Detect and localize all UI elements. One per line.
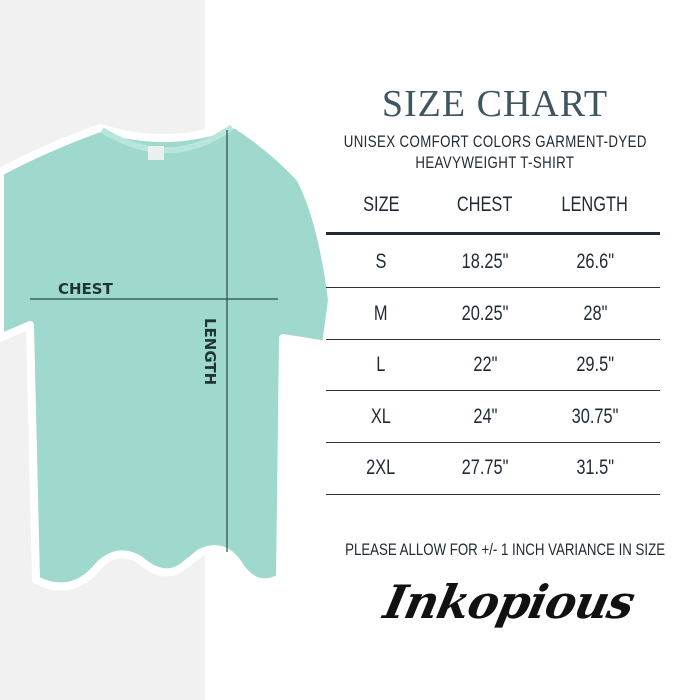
subtitle-text: HEAVYWEIGHT T-SHIRT [415, 153, 575, 172]
cell-text: S [375, 250, 387, 273]
header-chest: CHEST [425, 193, 545, 217]
cell-text: 18.25" [461, 250, 509, 273]
neck-label [148, 146, 164, 160]
table-cell: 26.6" [535, 250, 655, 274]
header-size: SIZE [321, 193, 441, 217]
table-cell: 28" [535, 302, 655, 326]
table-cell: 22" [425, 353, 545, 377]
table-cell: 2XL [321, 456, 441, 480]
cell-text: M [374, 301, 388, 325]
cell-text: 27.75" [461, 456, 509, 479]
variance-note: PLEASE ALLOW FOR +/- 1 INCH VARIANCE IN … [300, 540, 690, 560]
cell-text: 28" [582, 301, 608, 325]
header-text: SIZE [362, 193, 400, 216]
cell-text: 2XL [366, 456, 396, 479]
length-label: LENGTH [201, 318, 219, 385]
table-cell: XL [321, 405, 441, 429]
row-divider [326, 442, 660, 444]
table-cell: M [321, 302, 441, 326]
cell-text: 24" [472, 404, 498, 428]
row-divider [326, 493, 660, 495]
header-text: CHEST [457, 193, 513, 216]
brand-logo: Inkopious [379, 575, 639, 629]
header-text: LENGTH [561, 193, 629, 216]
cell-text: 29.5" [576, 353, 614, 376]
table-cell: 31.5" [535, 456, 655, 480]
chest-label: CHEST [58, 280, 114, 298]
cell-text: L [376, 353, 386, 376]
note-text: PLEASE ALLOW FOR +/- 1 INCH VARIANCE IN … [345, 540, 666, 559]
header-divider [326, 232, 660, 235]
table-cell: L [321, 353, 441, 377]
cell-text: 20.25" [461, 301, 509, 325]
t-shirt [0, 120, 336, 591]
cell-text: 30.75" [571, 404, 619, 428]
subtitle-line-1: UNISEX COMFORT COLORS GARMENT-DYED [300, 132, 690, 152]
table-cell: 30.75" [535, 405, 655, 429]
cell-text: 22" [472, 353, 498, 376]
subtitle-text: UNISEX COMFORT COLORS GARMENT-DYED [343, 132, 647, 151]
cell-text: 31.5" [576, 456, 614, 479]
subtitle-line-2: HEAVYWEIGHT T-SHIRT [300, 153, 690, 173]
table-cell: 18.25" [425, 250, 545, 274]
header-length: LENGTH [535, 193, 655, 217]
table-cell: 29.5" [535, 353, 655, 377]
table-cell: S [321, 250, 441, 274]
cell-text: 26.6" [576, 250, 614, 273]
row-divider [326, 287, 660, 288]
table-cell: 20.25" [425, 302, 545, 326]
table-cell: 24" [425, 405, 545, 429]
row-divider [326, 390, 660, 392]
row-divider [326, 338, 660, 340]
table-cell: 27.75" [425, 456, 545, 480]
cell-text: XL [370, 404, 392, 428]
collar [100, 124, 234, 154]
page-title: SIZE CHART [381, 83, 609, 125]
